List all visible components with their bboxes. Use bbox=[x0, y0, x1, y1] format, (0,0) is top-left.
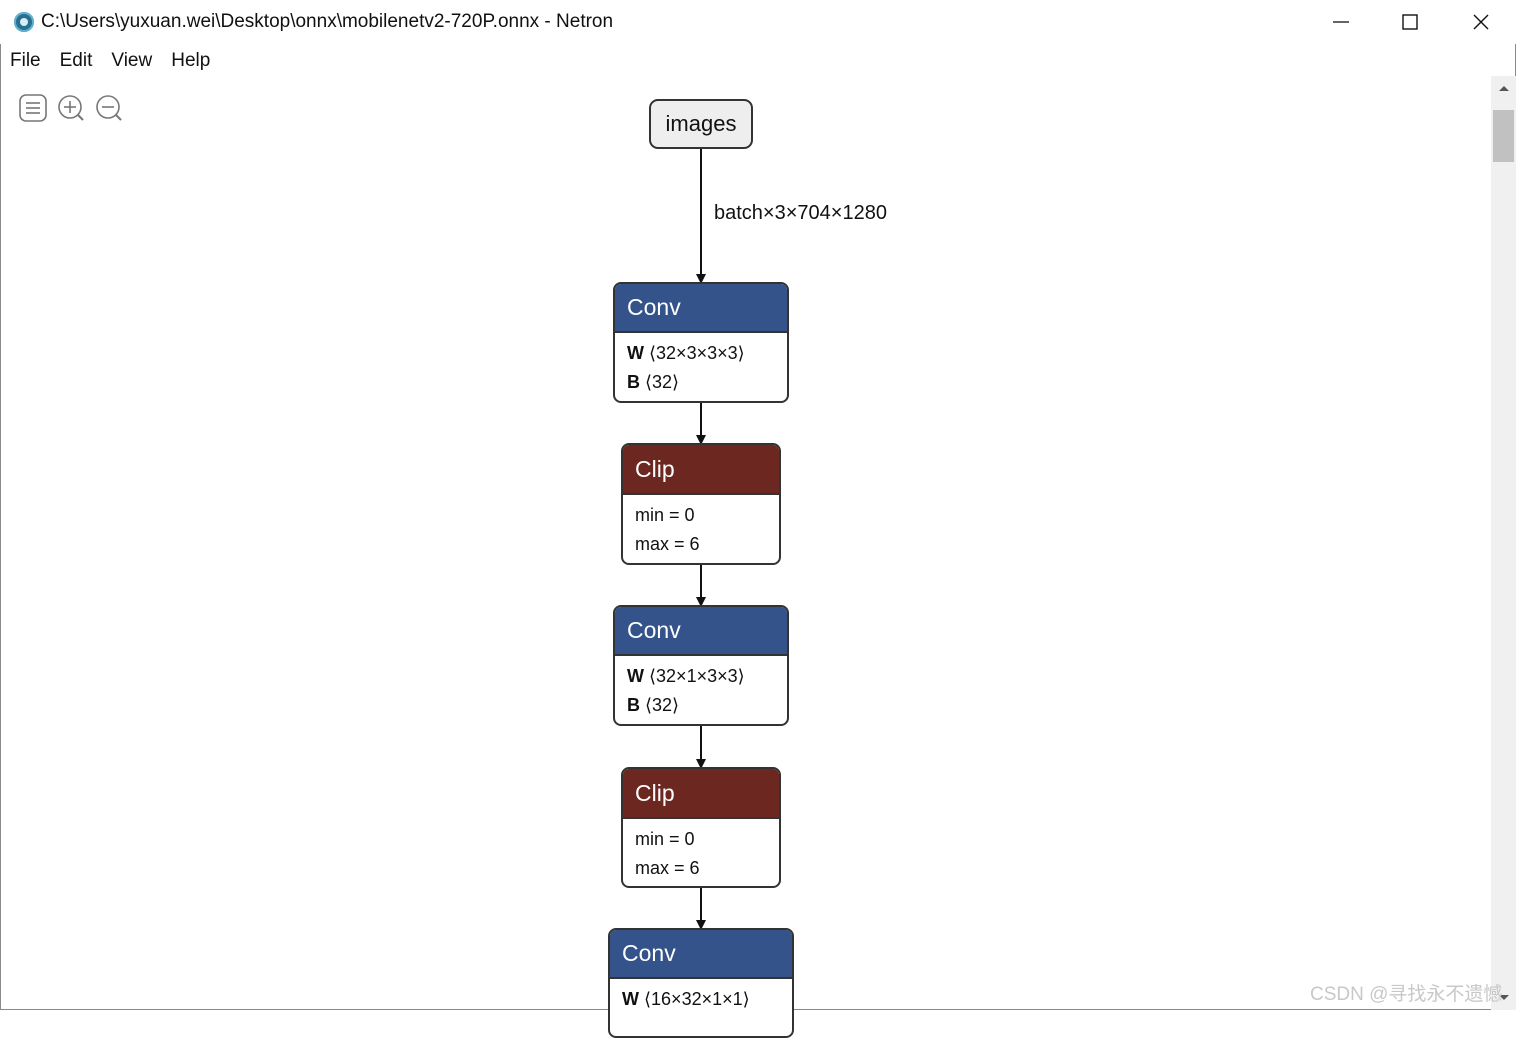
conv-weight-attr: W ⟨32×1×3×3⟩ bbox=[627, 666, 745, 686]
conv-weight-attr: W ⟨32×3×3×3⟩ bbox=[627, 343, 745, 363]
menu-bar: File Edit View Help bbox=[0, 46, 219, 76]
menu-view[interactable]: View bbox=[111, 50, 153, 71]
conv-node-header: Conv bbox=[615, 607, 787, 656]
conv-node-header: Conv bbox=[615, 284, 787, 333]
netron-app-icon bbox=[14, 12, 34, 32]
scroll-up-button[interactable] bbox=[1491, 76, 1516, 100]
minimize-button[interactable] bbox=[1306, 0, 1376, 44]
clip-max-attr: max = 6 bbox=[635, 858, 700, 878]
clip-node[interactable]: Clip min = 0 max = 6 bbox=[621, 443, 781, 565]
conv-bias-attr: B ⟨32⟩ bbox=[627, 372, 680, 392]
scrollbar-thumb[interactable] bbox=[1493, 110, 1514, 162]
conv-node[interactable]: Conv W ⟨32×3×3×3⟩ B ⟨32⟩ bbox=[613, 282, 789, 403]
minimize-icon bbox=[1333, 21, 1349, 23]
maximize-icon bbox=[1402, 14, 1418, 30]
conv-node[interactable]: Conv W ⟨16×32×1×1⟩ bbox=[608, 928, 794, 1038]
zoom-out-button[interactable] bbox=[94, 93, 124, 123]
title-bar: C:\Users\yuxuan.wei\Desktop\onnx\mobilen… bbox=[0, 0, 1516, 44]
graph-edges bbox=[696, 149, 706, 930]
graph-canvas[interactable]: images batch×3×704×1280 Conv W ⟨32×3×3×3… bbox=[0, 78, 1490, 1038]
clip-max-attr: max = 6 bbox=[635, 534, 700, 554]
sidebar-menu-icon bbox=[19, 94, 47, 122]
zoom-in-icon bbox=[58, 95, 84, 121]
clip-node-header: Clip bbox=[623, 769, 779, 819]
close-button[interactable] bbox=[1446, 0, 1516, 44]
scroll-down-arrow-icon bbox=[1498, 995, 1509, 1000]
menu-file[interactable]: File bbox=[10, 50, 41, 71]
conv-weight-attr: W ⟨16×32×1×1⟩ bbox=[622, 989, 750, 1009]
scroll-down-button[interactable] bbox=[1491, 986, 1516, 1010]
watermark: CSDN @寻找永不遗憾 bbox=[1310, 984, 1503, 1005]
maximize-button[interactable] bbox=[1375, 0, 1445, 44]
conv-node[interactable]: Conv W ⟨32×1×3×3⟩ B ⟨32⟩ bbox=[613, 605, 789, 726]
scroll-up-arrow-icon bbox=[1498, 86, 1509, 91]
clip-node[interactable]: Clip min = 0 max = 6 bbox=[621, 767, 781, 888]
graph-input-images[interactable]: images bbox=[649, 99, 753, 149]
graph-toolbar bbox=[18, 93, 124, 123]
close-icon bbox=[1473, 14, 1489, 30]
conv-node-attributes: W ⟨32×3×3×3⟩ B ⟨32⟩ bbox=[615, 333, 787, 397]
sidebar-menu-button[interactable] bbox=[18, 93, 48, 123]
clip-node-header: Clip bbox=[623, 445, 779, 495]
clip-node-attributes: min = 0 max = 6 bbox=[623, 495, 779, 559]
clip-min-attr: min = 0 bbox=[635, 829, 695, 849]
conv-bias-attr: B ⟨32⟩ bbox=[627, 695, 680, 715]
conv-node-attributes: W ⟨16×32×1×1⟩ bbox=[610, 979, 792, 1014]
window-title: C:\Users\yuxuan.wei\Desktop\onnx\mobilen… bbox=[41, 11, 614, 32]
edge-shape-label: batch×3×704×1280 bbox=[714, 202, 887, 224]
menu-help[interactable]: Help bbox=[171, 50, 211, 71]
clip-min-attr: min = 0 bbox=[635, 505, 695, 525]
conv-node-attributes: W ⟨32×1×3×3⟩ B ⟨32⟩ bbox=[615, 656, 787, 720]
menu-edit[interactable]: Edit bbox=[59, 50, 93, 71]
clip-node-attributes: min = 0 max = 6 bbox=[623, 819, 779, 883]
vertical-scrollbar[interactable] bbox=[1491, 76, 1516, 1010]
zoom-in-button[interactable] bbox=[56, 93, 86, 123]
zoom-out-icon bbox=[96, 95, 122, 121]
conv-node-header: Conv bbox=[610, 930, 792, 979]
